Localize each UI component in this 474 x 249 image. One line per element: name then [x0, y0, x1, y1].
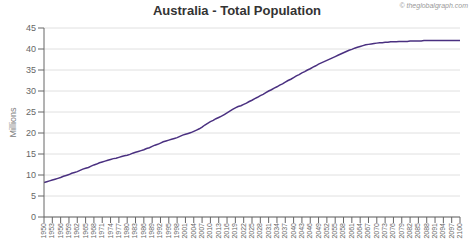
- svg-text:1962: 1962: [73, 223, 80, 239]
- svg-text:2001: 2001: [181, 223, 188, 239]
- svg-text:1992: 1992: [156, 223, 163, 239]
- html-text:Australia - Total Population: Australia - Total Population: [153, 3, 321, 18]
- svg-text:1971: 1971: [98, 223, 105, 239]
- svg-text:2070: 2070: [373, 223, 380, 239]
- svg-text:0: 0: [31, 212, 36, 222]
- svg-text:2031: 2031: [265, 223, 272, 239]
- svg-text:2073: 2073: [381, 223, 388, 239]
- svg-text:2040: 2040: [290, 223, 297, 239]
- svg-text:1953: 1953: [48, 223, 55, 239]
- html-text:© theglobalgraph.com: © theglobalgraph.com: [399, 2, 468, 9]
- svg-text:2058: 2058: [339, 223, 346, 239]
- svg-text:1986: 1986: [140, 223, 147, 239]
- svg-text:1980: 1980: [123, 223, 130, 239]
- svg-text:1965: 1965: [82, 223, 89, 239]
- svg-text:1974: 1974: [107, 223, 114, 239]
- svg-text:2082: 2082: [406, 223, 413, 239]
- svg-text:25: 25: [26, 107, 36, 117]
- svg-text:35: 35: [26, 65, 36, 75]
- svg-text:1968: 1968: [90, 223, 97, 239]
- svg-text:2076: 2076: [389, 223, 396, 239]
- svg-text:2061: 2061: [348, 223, 355, 239]
- svg-text:2022: 2022: [240, 223, 247, 239]
- svg-text:2055: 2055: [331, 223, 338, 239]
- svg-text:2013: 2013: [215, 223, 222, 239]
- svg-text:1950: 1950: [40, 223, 47, 239]
- svg-text:2097: 2097: [448, 223, 455, 239]
- svg-text:2049: 2049: [315, 223, 322, 239]
- svg-text:2025: 2025: [248, 223, 255, 239]
- svg-text:2037: 2037: [281, 223, 288, 239]
- svg-text:1983: 1983: [131, 223, 138, 239]
- svg-text:2091: 2091: [431, 223, 438, 239]
- svg-text:2010: 2010: [206, 223, 213, 239]
- svg-text:1956: 1956: [57, 223, 64, 239]
- svg-text:2067: 2067: [364, 223, 371, 239]
- svg-text:2004: 2004: [190, 223, 197, 239]
- svg-text:2094: 2094: [439, 223, 446, 239]
- svg-text:2034: 2034: [273, 223, 280, 239]
- svg-text:2088: 2088: [423, 223, 430, 239]
- svg-text:5: 5: [31, 191, 36, 201]
- svg-text:2100: 2100: [456, 223, 463, 239]
- svg-text:20: 20: [26, 128, 36, 138]
- svg-text:2007: 2007: [198, 223, 205, 239]
- svg-text:2028: 2028: [256, 223, 263, 239]
- svg-text:2052: 2052: [323, 223, 330, 239]
- svg-text:2079: 2079: [398, 223, 405, 239]
- svg-text:10: 10: [26, 170, 36, 180]
- svg-text:1998: 1998: [173, 223, 180, 239]
- svg-text:2085: 2085: [414, 223, 421, 239]
- svg-text:2019: 2019: [231, 223, 238, 239]
- svg-text:1959: 1959: [65, 223, 72, 239]
- svg-text:1977: 1977: [115, 223, 122, 239]
- svg-text:1989: 1989: [148, 223, 155, 239]
- svg-text:2064: 2064: [356, 223, 363, 239]
- svg-text:2046: 2046: [306, 223, 313, 239]
- svg-text:45: 45: [26, 23, 36, 33]
- svg-text:Millions: Millions: [8, 107, 18, 138]
- svg-text:1995: 1995: [165, 223, 172, 239]
- svg-text:40: 40: [26, 44, 36, 54]
- svg-text:30: 30: [26, 86, 36, 96]
- svg-text:2016: 2016: [223, 223, 230, 239]
- svg-text:2043: 2043: [298, 223, 305, 239]
- svg-text:15: 15: [26, 149, 36, 159]
